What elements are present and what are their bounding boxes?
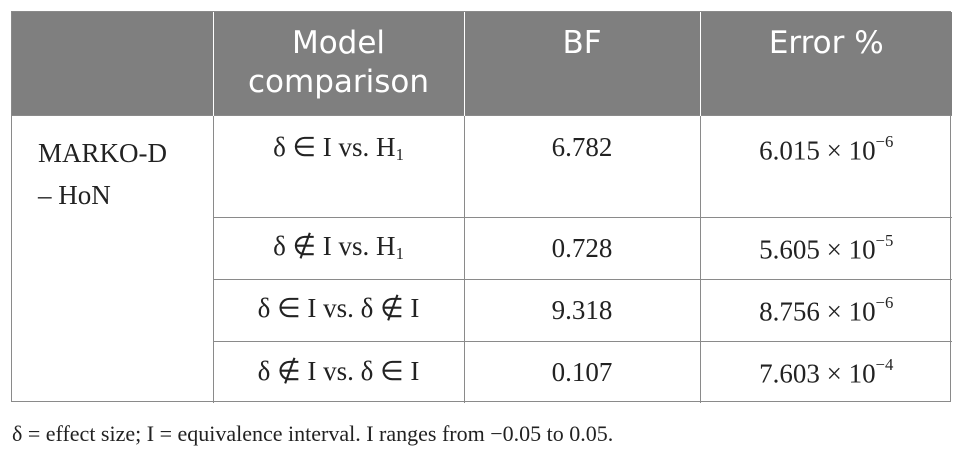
error-mantissa: 5.605 × 10 bbox=[759, 234, 876, 265]
header-row: Model comparison BF Error % bbox=[12, 12, 952, 115]
error-exponent: −6 bbox=[875, 131, 894, 151]
table-row: MARKO-D – HoN δ ∈ I vs. H1 6.782 6.015 × … bbox=[12, 114, 952, 403]
error-cell: 6.015 × 10−6 bbox=[699, 114, 952, 217]
table-row: δ ∈ I vs. δ ∉ I 9.318 8.756 × 10−6 bbox=[12, 278, 952, 341]
comparison-text: δ ∈ I vs. δ ∉ I bbox=[257, 293, 420, 324]
group-label-cell: MARKO-D – HoN bbox=[12, 114, 213, 403]
error-exponent: −5 bbox=[875, 230, 894, 250]
comparison-subscript: 1 bbox=[395, 244, 404, 264]
comparison-cell: δ ∈ I vs. δ ∉ I bbox=[212, 278, 464, 341]
bf-cell: 0.728 bbox=[463, 216, 700, 279]
comparison-cell: δ ∉ I vs. H1 bbox=[212, 216, 464, 279]
error-exponent: −4 bbox=[875, 354, 894, 374]
comparison-subscript: 1 bbox=[395, 144, 404, 164]
header-bf: BF bbox=[463, 12, 700, 115]
error-mantissa: 6.015 × 10 bbox=[759, 135, 876, 166]
table-footnote: δ = effect size; I = equivalence interva… bbox=[12, 421, 614, 446]
group-label: MARKO-D – HoN bbox=[38, 137, 168, 210]
comparison-cell: δ ∉ I vs. δ ∈ I bbox=[212, 340, 464, 403]
bayes-factor-table: Model comparison BF Error % MARKO-D – HoN … bbox=[12, 12, 952, 403]
header-model-comparison: Model comparison bbox=[212, 12, 464, 115]
results-table-frame: Model comparison BF Error % MARKO-D – HoN … bbox=[11, 11, 952, 403]
header-error-percent: Error % bbox=[699, 12, 952, 115]
error-exponent: −6 bbox=[875, 292, 894, 312]
bf-cell: 0.107 bbox=[463, 340, 700, 403]
table-body: MARKO-D – HoN δ ∈ I vs. H1 6.782 6.015 × … bbox=[12, 114, 952, 403]
comparison-cell: δ ∈ I vs. H1 bbox=[212, 114, 464, 217]
error-cell: 7.603 × 10−4 bbox=[699, 340, 952, 403]
error-cell: 5.605 × 10−5 bbox=[699, 216, 952, 279]
error-cell: 8.756 × 10−6 bbox=[699, 278, 952, 341]
table-row: δ ∉ I vs. H1 0.728 5.605 × 10−5 bbox=[12, 216, 952, 279]
error-mantissa: 8.756 × 10 bbox=[759, 296, 876, 327]
table-header: Model comparison BF Error % bbox=[12, 12, 952, 115]
header-group-cell bbox=[12, 12, 213, 115]
comparison-text: δ ∉ I vs. H bbox=[273, 231, 396, 262]
table-row: δ ∉ I vs. δ ∈ I 0.107 7.603 × 10−4 bbox=[12, 340, 952, 403]
error-mantissa: 7.603 × 10 bbox=[759, 358, 876, 389]
comparison-text: δ ∉ I vs. δ ∈ I bbox=[257, 355, 420, 386]
bf-cell: 9.318 bbox=[463, 278, 700, 341]
bf-cell: 6.782 bbox=[463, 114, 700, 217]
header-model-comparison-label: Model comparison bbox=[247, 25, 429, 100]
comparison-text: δ ∈ I vs. H bbox=[273, 131, 396, 162]
